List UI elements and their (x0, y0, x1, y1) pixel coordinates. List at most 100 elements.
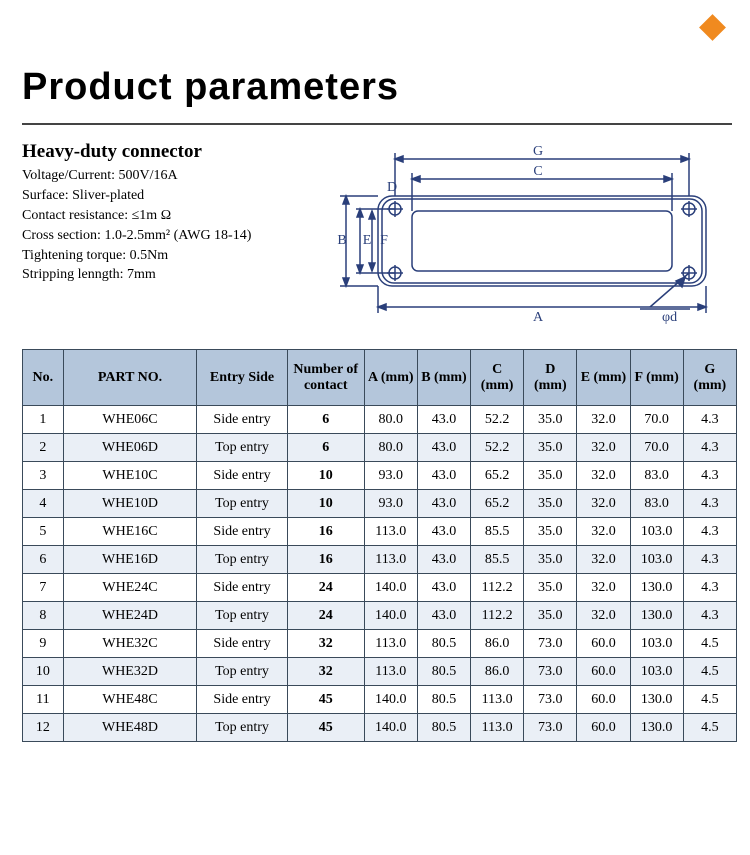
cell-part: WHE48D (63, 714, 197, 742)
spec-line: Stripping lenngth: 7mm (22, 266, 322, 285)
cell-A: 113.0 (364, 630, 417, 658)
cell-B: 43.0 (417, 602, 470, 630)
cell-entry: Top entry (197, 434, 288, 462)
cell-entry: Top entry (197, 490, 288, 518)
cell-A: 140.0 (364, 686, 417, 714)
cell-E: 32.0 (577, 490, 630, 518)
cell-part: WHE24D (63, 602, 197, 630)
cell-no: 3 (23, 462, 64, 490)
cell-D: 35.0 (524, 490, 577, 518)
col-entry: Entry Side (197, 350, 288, 406)
cell-E: 32.0 (577, 602, 630, 630)
cell-D: 35.0 (524, 406, 577, 434)
cell-C: 112.2 (471, 574, 524, 602)
cell-nc: 10 (287, 462, 364, 490)
col-a: A (mm) (364, 350, 417, 406)
cell-A: 140.0 (364, 714, 417, 742)
spec-line: Surface: Sliver-plated (22, 187, 322, 206)
spec-line: Voltage/Current: 500V/16A (22, 167, 322, 186)
spec-row: Heavy-duty connector Voltage/Current: 50… (22, 141, 732, 331)
cell-B: 43.0 (417, 406, 470, 434)
cell-nc: 16 (287, 518, 364, 546)
col-c: C (mm) (471, 350, 524, 406)
cell-F: 130.0 (630, 686, 683, 714)
dim-label-d: D (387, 180, 397, 195)
cell-entry: Top entry (197, 714, 288, 742)
dim-label-g: G (533, 144, 543, 159)
cell-D: 35.0 (524, 546, 577, 574)
cell-nc: 6 (287, 434, 364, 462)
cell-entry: Side entry (197, 630, 288, 658)
col-d: D (mm) (524, 350, 577, 406)
cell-G: 4.5 (683, 686, 736, 714)
col-g: G (mm) (683, 350, 736, 406)
cell-B: 43.0 (417, 546, 470, 574)
cell-G: 4.3 (683, 574, 736, 602)
cell-nc: 10 (287, 490, 364, 518)
cell-nc: 45 (287, 686, 364, 714)
cell-D: 73.0 (524, 658, 577, 686)
cell-nc: 32 (287, 658, 364, 686)
cell-D: 73.0 (524, 630, 577, 658)
product-name: Heavy-duty connector (22, 141, 322, 163)
cell-A: 140.0 (364, 574, 417, 602)
cell-nc: 6 (287, 406, 364, 434)
cell-A: 140.0 (364, 602, 417, 630)
cell-G: 4.3 (683, 406, 736, 434)
cell-G: 4.5 (683, 714, 736, 742)
table-row: 11WHE48CSide entry45140.080.5113.073.060… (23, 686, 737, 714)
cell-nc: 45 (287, 714, 364, 742)
cell-nc: 24 (287, 602, 364, 630)
cell-nc: 24 (287, 574, 364, 602)
cell-D: 35.0 (524, 602, 577, 630)
cell-part: WHE16D (63, 546, 197, 574)
table-row: 8WHE24DTop entry24140.043.0112.235.032.0… (23, 602, 737, 630)
table-row: 2WHE06DTop entry680.043.052.235.032.070.… (23, 434, 737, 462)
cell-no: 7 (23, 574, 64, 602)
cell-E: 60.0 (577, 714, 630, 742)
cell-D: 35.0 (524, 434, 577, 462)
cell-no: 5 (23, 518, 64, 546)
table-row: 7WHE24CSide entry24140.043.0112.235.032.… (23, 574, 737, 602)
cell-nc: 16 (287, 546, 364, 574)
cell-E: 32.0 (577, 434, 630, 462)
cell-no: 8 (23, 602, 64, 630)
cell-G: 4.3 (683, 462, 736, 490)
cell-G: 4.5 (683, 630, 736, 658)
cell-A: 93.0 (364, 462, 417, 490)
cell-no: 2 (23, 434, 64, 462)
cell-C: 52.2 (471, 406, 524, 434)
cell-C: 65.2 (471, 490, 524, 518)
cell-F: 103.0 (630, 630, 683, 658)
cell-F: 130.0 (630, 602, 683, 630)
cell-F: 103.0 (630, 658, 683, 686)
cell-entry: Top entry (197, 546, 288, 574)
cell-E: 32.0 (577, 546, 630, 574)
spec-line: Contact resistance: ≤1m Ω (22, 207, 322, 226)
cell-G: 4.3 (683, 546, 736, 574)
parameters-table: No. PART NO. Entry Side Number of contac… (22, 349, 737, 742)
cell-D: 35.0 (524, 462, 577, 490)
col-e: E (mm) (577, 350, 630, 406)
cell-B: 80.5 (417, 714, 470, 742)
cell-C: 113.0 (471, 686, 524, 714)
title-divider (22, 123, 732, 125)
cell-A: 113.0 (364, 546, 417, 574)
cell-D: 35.0 (524, 574, 577, 602)
cell-no: 9 (23, 630, 64, 658)
cell-no: 6 (23, 546, 64, 574)
dim-label-c: C (533, 164, 542, 179)
col-b: B (mm) (417, 350, 470, 406)
cell-nc: 32 (287, 630, 364, 658)
dim-label-b: B (337, 233, 346, 248)
cell-D: 73.0 (524, 686, 577, 714)
col-nc: Number of contact (287, 350, 364, 406)
table-header: No. PART NO. Entry Side Number of contac… (23, 350, 737, 406)
cell-G: 4.3 (683, 434, 736, 462)
cell-part: WHE06C (63, 406, 197, 434)
cell-G: 4.5 (683, 658, 736, 686)
cell-entry: Side entry (197, 574, 288, 602)
cell-no: 10 (23, 658, 64, 686)
cell-B: 43.0 (417, 518, 470, 546)
cell-entry: Top entry (197, 602, 288, 630)
